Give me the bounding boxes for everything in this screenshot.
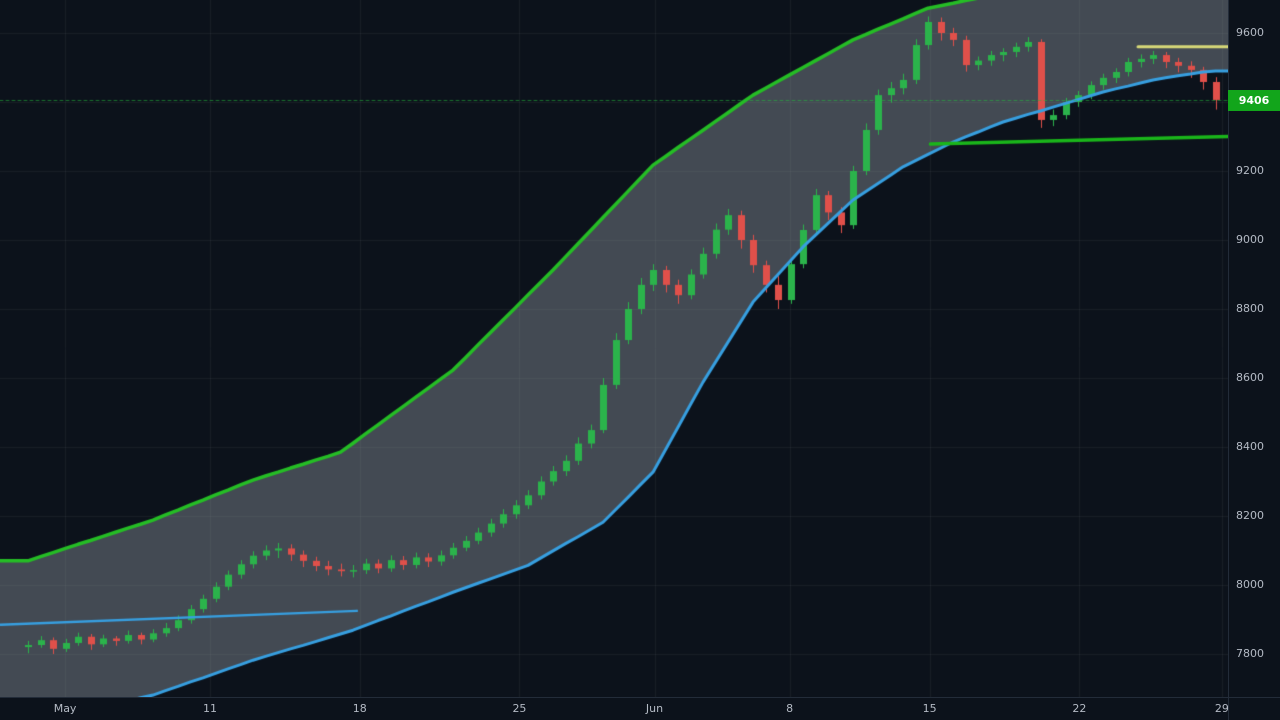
time-axis-label: 15 (922, 702, 937, 715)
axis-corner (1228, 697, 1280, 720)
time-axis-label: May (53, 702, 77, 715)
last-price-tag: 9406 (1228, 89, 1280, 111)
price-chart-canvas[interactable] (0, 0, 1228, 697)
time-axis-label: 25 (512, 702, 527, 715)
last-price-tag-value: 9406 (1238, 93, 1270, 107)
price-axis-label: 8600 (1236, 371, 1264, 384)
price-axis-label: 9000 (1236, 233, 1264, 246)
price-axis-label: 7800 (1236, 647, 1264, 660)
price-axis-label: 8200 (1236, 509, 1264, 522)
time-axis-label: 11 (202, 702, 217, 715)
time-axis-label: Jun (645, 702, 664, 715)
time-axis-label: 29 (1214, 702, 1228, 715)
price-axis-label: 8000 (1236, 578, 1264, 591)
time-axis-label: 8 (786, 702, 794, 715)
price-axis-label: 8400 (1236, 440, 1264, 453)
time-axis-label: 22 (1072, 702, 1087, 715)
time-axis[interactable]: May 11 18 25 Jun 8 15 22 29 (0, 697, 1228, 720)
price-axis-label: 9200 (1236, 164, 1264, 177)
time-axis-label: 18 (352, 702, 367, 715)
price-axis-label: 8800 (1236, 302, 1264, 315)
price-axis-label: 9600 (1236, 26, 1264, 39)
